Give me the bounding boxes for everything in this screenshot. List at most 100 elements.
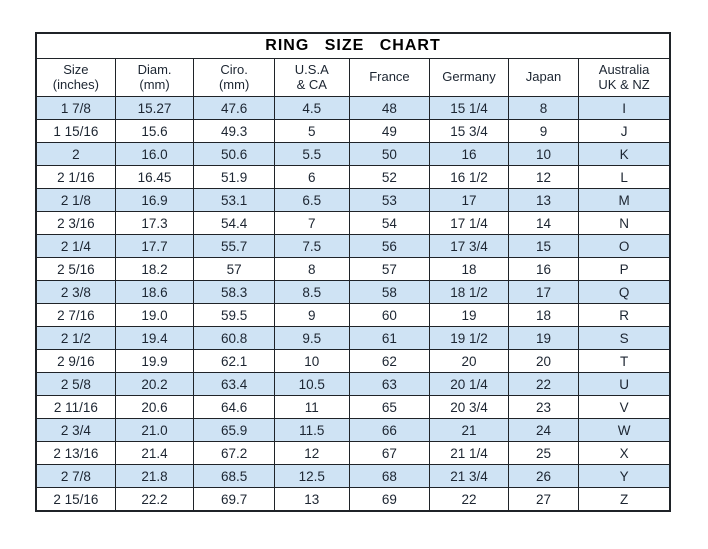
table-cell: 17 xyxy=(507,280,580,304)
table-cell: 2 7/8 xyxy=(35,464,116,488)
table-cell: 50.6 xyxy=(193,142,275,166)
table-cell: 2 1/8 xyxy=(35,188,116,212)
column-header-line2: (inches) xyxy=(52,76,99,92)
table-row: 2 7/16 19.0 59.5 9 60 19 18 R xyxy=(35,303,671,327)
column-header-1: Diam. (mm) xyxy=(114,58,195,97)
table-cell: L xyxy=(578,165,671,189)
table-cell: Y xyxy=(578,464,671,488)
table-cell: 11.5 xyxy=(273,418,350,442)
table-cell: 48 xyxy=(348,96,431,120)
table-cell: 22 xyxy=(507,372,580,396)
table-cell: 49 xyxy=(348,119,431,143)
table-cell: 9 xyxy=(273,303,350,327)
table-cell: 67.2 xyxy=(193,441,275,465)
column-header-2: Ciro. (mm) xyxy=(193,58,275,97)
column-header-line1: Germany xyxy=(442,69,496,85)
table-row: 2 11/16 20.6 64.6 11 65 20 3/4 23 V xyxy=(35,395,671,419)
table-cell: 21.8 xyxy=(114,464,195,488)
column-header-line1: Australia xyxy=(598,61,650,77)
column-header-line1: France xyxy=(369,69,410,85)
table-cell: 10 xyxy=(273,349,350,373)
table-cell: 22 xyxy=(429,487,509,512)
table-cell: 14 xyxy=(507,211,580,235)
table-cell: I xyxy=(578,96,671,120)
table-cell: 17.7 xyxy=(114,234,195,258)
table-cell: 1 7/8 xyxy=(35,96,116,120)
table-cell: 21 3/4 xyxy=(429,464,509,488)
table-cell: 52 xyxy=(348,165,431,189)
column-header-4: France xyxy=(348,58,431,97)
table-cell: 16.9 xyxy=(114,188,195,212)
table-cell: 68 xyxy=(348,464,431,488)
table-row: 2 1/4 17.7 55.7 7.5 56 17 3/4 15 O xyxy=(35,234,671,258)
ring-size-table: RING SIZE CHART Size (inches) Diam. (mm) Cir… xyxy=(35,32,671,512)
table-cell: 12 xyxy=(273,441,350,465)
table-cell: 56 xyxy=(348,234,431,258)
table-cell: 10 xyxy=(507,142,580,166)
table-row: 2 13/16 21.4 67.2 12 67 21 1/4 25 X xyxy=(35,441,671,465)
table-cell: 10.5 xyxy=(273,372,350,396)
column-header-line2: (mm) xyxy=(139,76,170,92)
table-cell: 65 xyxy=(348,395,431,419)
table-cell: 2 15/16 xyxy=(35,487,116,512)
table-row: 2 3/16 17.3 54.4 7 54 17 1/4 14 N xyxy=(35,211,671,235)
table-cell: 7.5 xyxy=(273,234,350,258)
table-cell: 18 xyxy=(429,257,509,281)
column-header-line2: (mm) xyxy=(218,76,250,92)
table-cell: 20 xyxy=(507,349,580,373)
table-cell: 62.1 xyxy=(193,349,275,373)
table-cell: 54.4 xyxy=(193,211,275,235)
table-cell: Z xyxy=(578,487,671,512)
table-cell: 26 xyxy=(507,464,580,488)
table-header-row: Size (inches) Diam. (mm) Ciro. (mm) U.S.A & CA F… xyxy=(35,58,671,97)
table-cell: 20 xyxy=(429,349,509,373)
table-cell: 47.6 xyxy=(193,96,275,120)
table-cell: 27 xyxy=(507,487,580,512)
table-cell: 67 xyxy=(348,441,431,465)
table-cell: 11 xyxy=(273,395,350,419)
table-cell: 15.27 xyxy=(114,96,195,120)
ring-size-chart: RING SIZE CHART Size (inches) Diam. (mm) Cir… xyxy=(35,32,671,512)
column-header-5: Germany xyxy=(429,58,509,97)
table-row: 1 15/16 15.6 49.3 5 49 15 3/4 9 J xyxy=(35,119,671,143)
table-cell: 2 1/16 xyxy=(35,165,116,189)
column-header-7: Australia UK & NZ xyxy=(578,58,671,97)
table-cell: 60 xyxy=(348,303,431,327)
table-cell: 20 1/4 xyxy=(429,372,509,396)
table-cell: 64.6 xyxy=(193,395,275,419)
table-cell: 9.5 xyxy=(273,326,350,350)
table-cell: 12 xyxy=(507,165,580,189)
table-cell: 21.0 xyxy=(114,418,195,442)
table-cell: 18.6 xyxy=(114,280,195,304)
column-header-line1: Ciro. xyxy=(220,61,248,77)
table-cell: 19 xyxy=(507,326,580,350)
table-cell: 12.5 xyxy=(273,464,350,488)
table-cell: P xyxy=(578,257,671,281)
table-row: 2 1/2 19.4 60.8 9.5 61 19 1/2 19 S xyxy=(35,326,671,350)
table-cell: 20.6 xyxy=(114,395,195,419)
table-cell: 2 3/8 xyxy=(35,280,116,304)
table-cell: 18.2 xyxy=(114,257,195,281)
table-cell: 6.5 xyxy=(273,188,350,212)
table-cell: 21 xyxy=(429,418,509,442)
table-cell: 24 xyxy=(507,418,580,442)
column-header-line2: & CA xyxy=(296,76,327,92)
table-cell: 16.45 xyxy=(114,165,195,189)
table-cell: 17 1/4 xyxy=(429,211,509,235)
table-cell: 16 xyxy=(507,257,580,281)
table-row: 2 5/8 20.2 63.4 10.5 63 20 1/4 22 U xyxy=(35,372,671,396)
table-cell: 57 xyxy=(348,257,431,281)
table-cell: 2 1/2 xyxy=(35,326,116,350)
column-header-3: U.S.A & CA xyxy=(273,58,350,97)
table-cell: 23 xyxy=(507,395,580,419)
table-cell: 2 xyxy=(35,142,116,166)
table-row: 2 5/16 18.2 57 8 57 18 16 P xyxy=(35,257,671,281)
table-cell: 68.5 xyxy=(193,464,275,488)
table-cell: X xyxy=(578,441,671,465)
table-cell: 25 xyxy=(507,441,580,465)
table-cell: 61 xyxy=(348,326,431,350)
table-row: 2 1/16 16.45 51.9 6 52 16 1/2 12 L xyxy=(35,165,671,189)
table-cell: 20 3/4 xyxy=(429,395,509,419)
table-cell: 19.4 xyxy=(114,326,195,350)
table-cell: 5 xyxy=(273,119,350,143)
